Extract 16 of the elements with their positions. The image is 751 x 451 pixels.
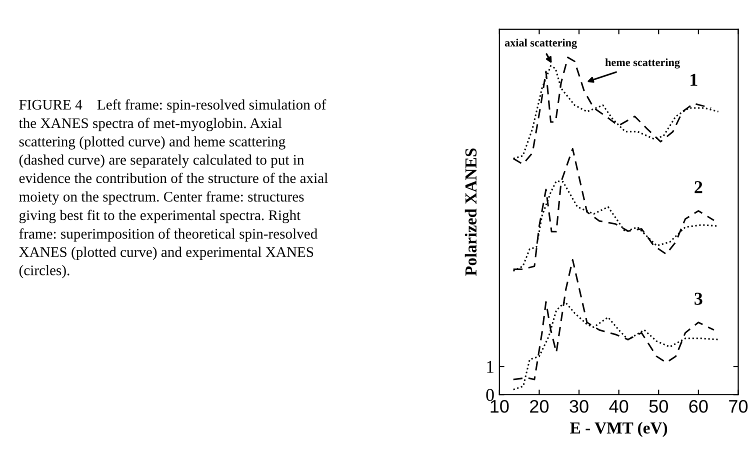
x-tick-label: 50 [649,400,668,413]
x-tick-label: 30 [570,400,588,413]
x-tick-label: 40 [609,400,628,413]
y-tick-label: 0 [486,388,494,402]
text: FIGURE 4 Left frame: spin-resolved simulation of the XANES spectra of met-myoglobin. Axial scattering (plotted curve) and heme scattering (dashed curve) are separately calculated to put in evidence the contribution of the structure of the axial moiety on the spectrum. Center frame: structures giving best fit to the experimental spectra. Right frame: superimposition of theoretical spin-resolved XANES (plotted curve) and experimental XANES (circles). [18,99,328,278]
x-axis-title: E - VMT (eV) [570,422,668,437]
annotation: 3 [694,292,702,305]
annotation: 2 [694,181,702,194]
x-tick-label: 10 [490,400,509,413]
annotation: 1 [690,74,698,86]
x-tick-label: 20 [530,400,549,413]
x-tick-label: 70 [729,400,748,413]
annotation: axial scattering [504,38,577,49]
annotation: heme scattering [605,58,680,68]
x-tick-label: 60 [689,400,708,413]
y-axis-title: Polarized XANES [464,148,477,276]
